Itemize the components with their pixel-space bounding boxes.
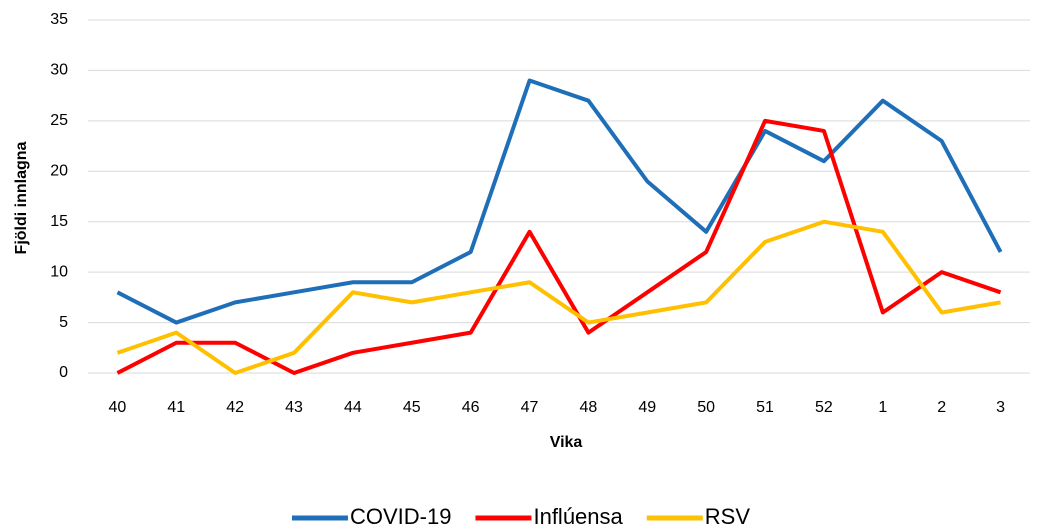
x-tick-label: 48	[580, 399, 598, 416]
x-tick-label: 40	[109, 399, 127, 416]
x-tick-label: 52	[815, 399, 833, 416]
y-tick-label: 15	[50, 213, 68, 230]
y-tick-label: 5	[59, 314, 68, 331]
x-tick-label: 45	[403, 399, 421, 416]
series-line	[116, 219, 1001, 375]
y-tick-label: 35	[50, 11, 68, 28]
x-tick-label: 42	[226, 399, 244, 416]
x-tick-label: 3	[996, 399, 1005, 416]
legend-label: Inflúensa	[533, 504, 623, 529]
x-tick-label: 47	[521, 399, 539, 416]
x-tick-label: 44	[344, 399, 362, 416]
series-line	[116, 78, 1003, 325]
legend-label: COVID-19	[350, 504, 451, 529]
x-tick-label: 51	[756, 399, 774, 416]
y-tick-label: 25	[50, 112, 68, 129]
y-tick-label: 10	[50, 263, 68, 280]
x-tick-label: 46	[462, 399, 480, 416]
x-tick-label: 1	[878, 399, 887, 416]
y-tick-label: 20	[50, 163, 68, 180]
y-tick-label: 0	[59, 364, 68, 381]
x-axis-label: Vika	[550, 434, 583, 451]
x-tick-label: 50	[697, 399, 715, 416]
x-tick-label: 2	[937, 399, 946, 416]
x-tick-label: 49	[638, 399, 656, 416]
series-line	[116, 118, 1002, 375]
y-tick-label: 30	[50, 62, 68, 79]
y-axis-label: Fjöldi innlagna	[13, 141, 30, 254]
legend-label: RSV	[705, 504, 751, 529]
x-tick-label: 43	[285, 399, 303, 416]
x-tick-label: 41	[167, 399, 185, 416]
